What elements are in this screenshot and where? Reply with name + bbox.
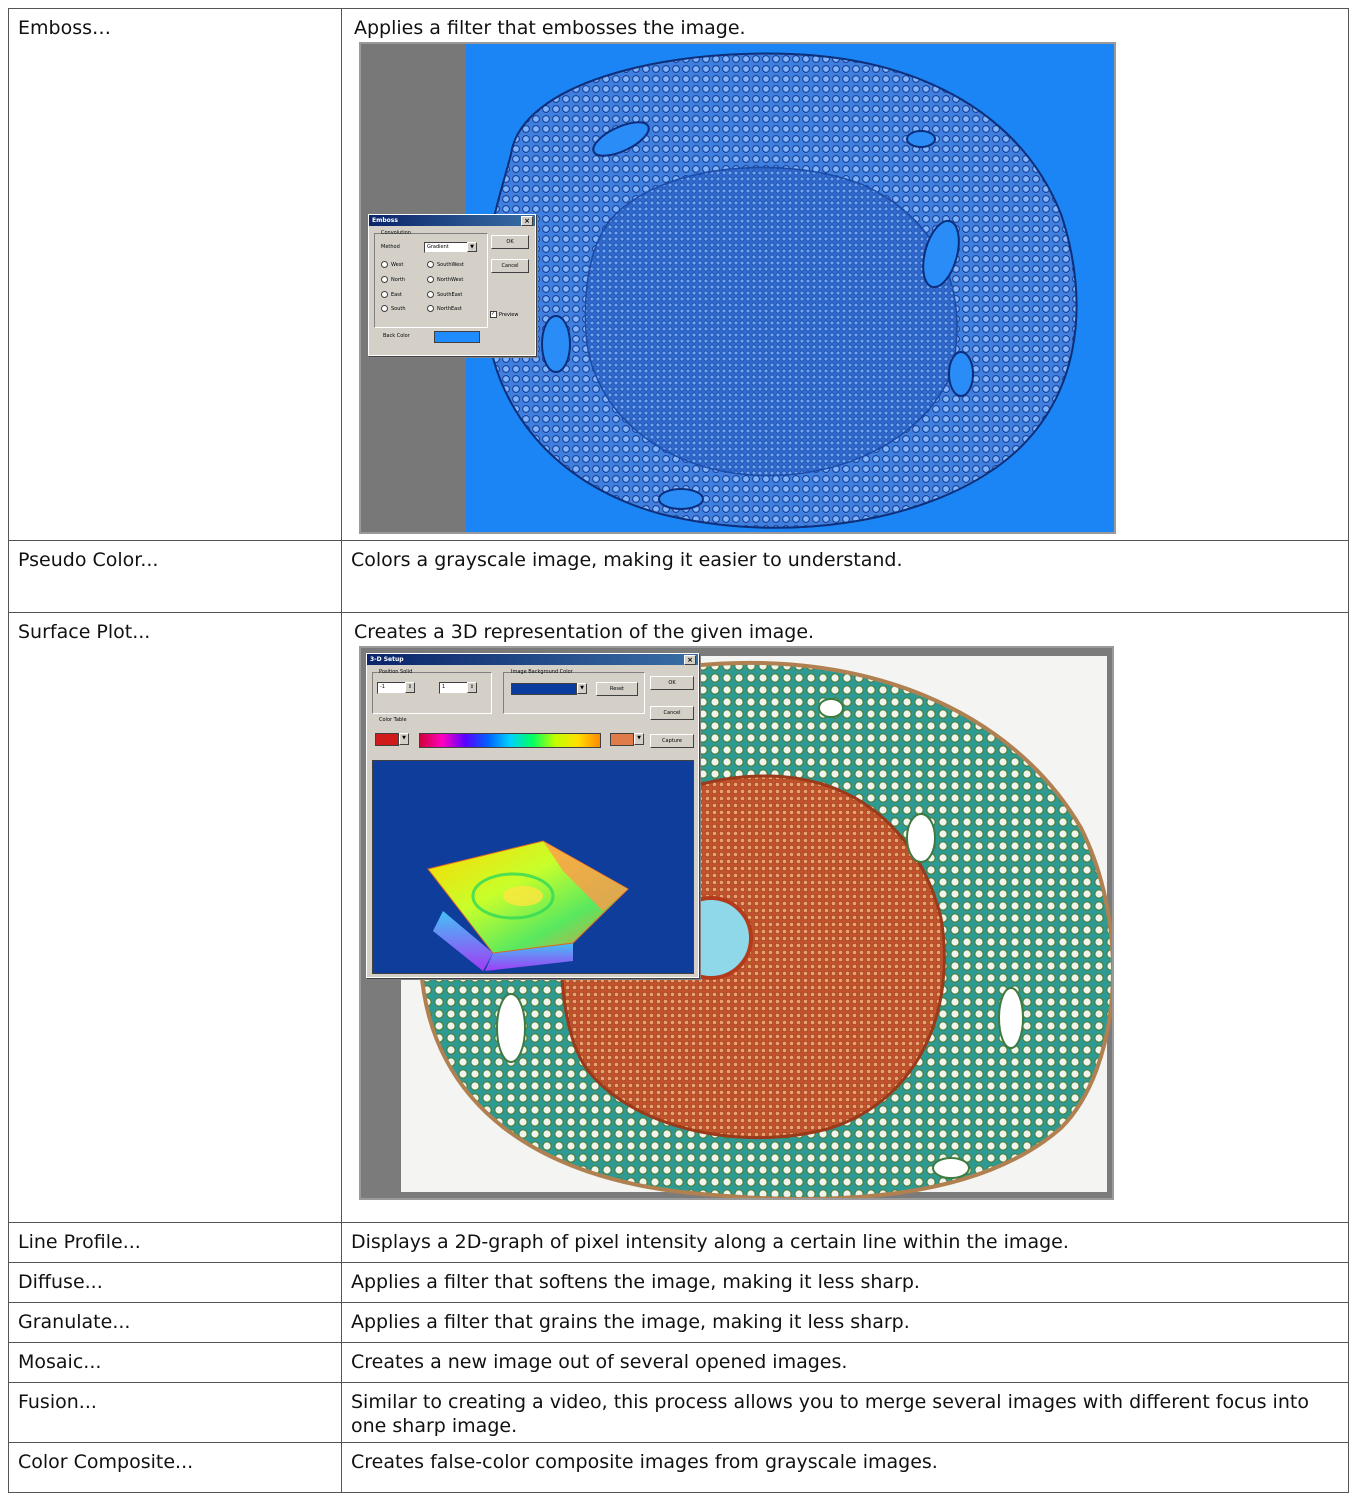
table-row: Fusion... Similar to creating a video, t… bbox=[8, 1382, 1349, 1443]
filter-table: Emboss… Applies a filter that embosses t… bbox=[8, 8, 1349, 1493]
chevron-down-icon[interactable]: ▼ bbox=[577, 683, 587, 694]
ok-button[interactable]: OK bbox=[491, 235, 529, 249]
radio-icon bbox=[427, 276, 434, 283]
radio-label: West bbox=[391, 262, 404, 268]
filter-description: Applies a filter that softens the image,… bbox=[341, 1262, 1349, 1303]
radio-southeast[interactable]: SouthEast bbox=[427, 291, 462, 299]
preview-checkbox[interactable]: ✓ Preview bbox=[490, 311, 518, 319]
chevron-down-icon[interactable]: ▼ bbox=[399, 733, 409, 745]
radio-label: South bbox=[391, 306, 406, 312]
position-label: Position Solid bbox=[379, 669, 413, 675]
close-icon[interactable]: × bbox=[684, 655, 696, 665]
table-row: Mosaic... Creates a new image out of sev… bbox=[8, 1342, 1349, 1383]
method-label: Method bbox=[381, 244, 400, 250]
filter-name: Color Composite... bbox=[8, 1442, 342, 1493]
emboss-dialog-title: Emboss bbox=[372, 217, 398, 224]
3d-setup-title: 3-D Setup bbox=[370, 656, 404, 663]
filter-name: Diffuse... bbox=[8, 1262, 342, 1303]
radio-icon bbox=[427, 261, 434, 268]
surface-plot-view bbox=[372, 760, 694, 974]
radio-northwest[interactable]: NorthWest bbox=[427, 276, 463, 284]
back-color-swatch[interactable] bbox=[434, 331, 480, 343]
low-color-swatch[interactable] bbox=[375, 733, 399, 746]
capture-button[interactable]: Capture bbox=[650, 734, 694, 748]
background-group bbox=[503, 672, 645, 714]
radio-northeast[interactable]: NorthEast bbox=[427, 305, 462, 313]
chevron-down-icon[interactable]: ▼ bbox=[634, 733, 644, 745]
spinner-icon[interactable]: ⇕ bbox=[467, 682, 477, 693]
filter-description: Creates a 3D representation of the given… bbox=[354, 621, 815, 643]
filter-description: Colors a grayscale image, making it easi… bbox=[341, 540, 1349, 613]
radio-southwest[interactable]: SouthWest bbox=[427, 261, 464, 269]
radio-icon bbox=[381, 261, 388, 268]
filter-name: Surface Plot... bbox=[8, 612, 342, 1223]
radio-label: SouthWest bbox=[437, 262, 464, 268]
radio-icon bbox=[427, 305, 434, 312]
table-row: Granulate... Applies a filter that grain… bbox=[8, 1302, 1349, 1343]
color-table-gradient bbox=[419, 733, 601, 748]
position-group bbox=[372, 672, 492, 714]
radio-icon bbox=[427, 291, 434, 298]
filter-description: Applies a filter that embosses the image… bbox=[354, 17, 746, 39]
preview-label: Preview bbox=[499, 312, 519, 318]
position-x-field[interactable]: -1 bbox=[377, 682, 409, 694]
table-row: Line Profile... Displays a 2D-graph of p… bbox=[8, 1222, 1349, 1263]
filter-name: Pseudo Color... bbox=[8, 540, 342, 613]
table-row: Diffuse... Applies a filter that softens… bbox=[8, 1262, 1349, 1303]
filter-description: Creates a new image out of several opene… bbox=[341, 1342, 1349, 1383]
table-row: Surface Plot... Creates a 3D representat… bbox=[8, 612, 1349, 1223]
position-y-field[interactable]: 1 bbox=[439, 682, 471, 694]
surface-plot-screenshot: 3-D Setup × Position Solid -1 ⇕ 1 ⇕ Imag… bbox=[359, 646, 1114, 1200]
radio-label: NorthWest bbox=[437, 277, 464, 283]
radio-icon bbox=[381, 291, 388, 298]
radio-icon bbox=[381, 276, 388, 283]
emboss-screenshot: Emboss × Convolution Method Gradient ▼ W… bbox=[359, 42, 1116, 534]
convolution-group-label: Convolution bbox=[381, 230, 411, 236]
filter-description: Applies a filter that grains the image, … bbox=[341, 1302, 1349, 1343]
cancel-button[interactable]: Cancel bbox=[491, 259, 529, 273]
radio-label: NorthEast bbox=[437, 306, 462, 312]
3d-setup-titlebar: 3-D Setup × bbox=[367, 654, 698, 665]
radio-label: SouthEast bbox=[437, 292, 463, 298]
radio-label: North bbox=[391, 277, 405, 283]
table-row: Color Composite... Creates false-color c… bbox=[8, 1442, 1349, 1493]
emboss-dialog: Emboss × Convolution Method Gradient ▼ W… bbox=[368, 214, 536, 356]
filter-description: Displays a 2D-graph of pixel intensity a… bbox=[341, 1222, 1349, 1263]
background-color-swatch[interactable] bbox=[511, 683, 577, 695]
color-table-label: Color Table bbox=[379, 717, 407, 723]
surface-plot-graphic bbox=[427, 840, 629, 971]
emboss-image bbox=[361, 44, 1114, 532]
filter-description-cell: Applies a filter that embosses the image… bbox=[341, 8, 1349, 541]
filter-name: Emboss… bbox=[8, 8, 342, 541]
reset-button[interactable]: Reset bbox=[596, 682, 638, 696]
checkbox-icon: ✓ bbox=[490, 311, 497, 318]
back-color-label: Back Color bbox=[383, 333, 410, 339]
radio-label: East bbox=[391, 292, 402, 298]
spinner-icon[interactable]: ⇕ bbox=[405, 682, 415, 693]
ok-button[interactable]: OK bbox=[650, 676, 694, 690]
filter-description-cell: Creates a 3D representation of the given… bbox=[341, 612, 1349, 1223]
radio-east[interactable]: East bbox=[381, 291, 402, 299]
filter-name: Fusion... bbox=[8, 1382, 342, 1443]
radio-icon bbox=[381, 305, 388, 312]
table-row: Emboss… Applies a filter that embosses t… bbox=[8, 8, 1349, 541]
high-color-swatch[interactable] bbox=[610, 733, 634, 746]
radio-north[interactable]: North bbox=[381, 276, 405, 284]
convolution-group bbox=[374, 233, 488, 328]
filter-name: Mosaic... bbox=[8, 1342, 342, 1383]
filter-name: Line Profile... bbox=[8, 1222, 342, 1263]
3d-setup-dialog: 3-D Setup × Position Solid -1 ⇕ 1 ⇕ Imag… bbox=[366, 653, 699, 978]
close-icon[interactable]: × bbox=[521, 216, 533, 226]
table-row: Pseudo Color... Colors a grayscale image… bbox=[8, 540, 1349, 613]
background-color-label: Image Background Color bbox=[511, 669, 573, 675]
radio-west[interactable]: West bbox=[381, 261, 403, 269]
cancel-button[interactable]: Cancel bbox=[650, 706, 694, 720]
method-select[interactable]: Gradient bbox=[424, 242, 468, 253]
filter-name: Granulate... bbox=[8, 1302, 342, 1343]
emboss-dialog-titlebar: Emboss × bbox=[369, 215, 535, 226]
filter-description: Creates false-color composite images fro… bbox=[341, 1442, 1349, 1493]
filter-description: Similar to creating a video, this proces… bbox=[341, 1382, 1349, 1443]
radio-south[interactable]: South bbox=[381, 305, 406, 313]
chevron-down-icon[interactable]: ▼ bbox=[467, 242, 477, 252]
